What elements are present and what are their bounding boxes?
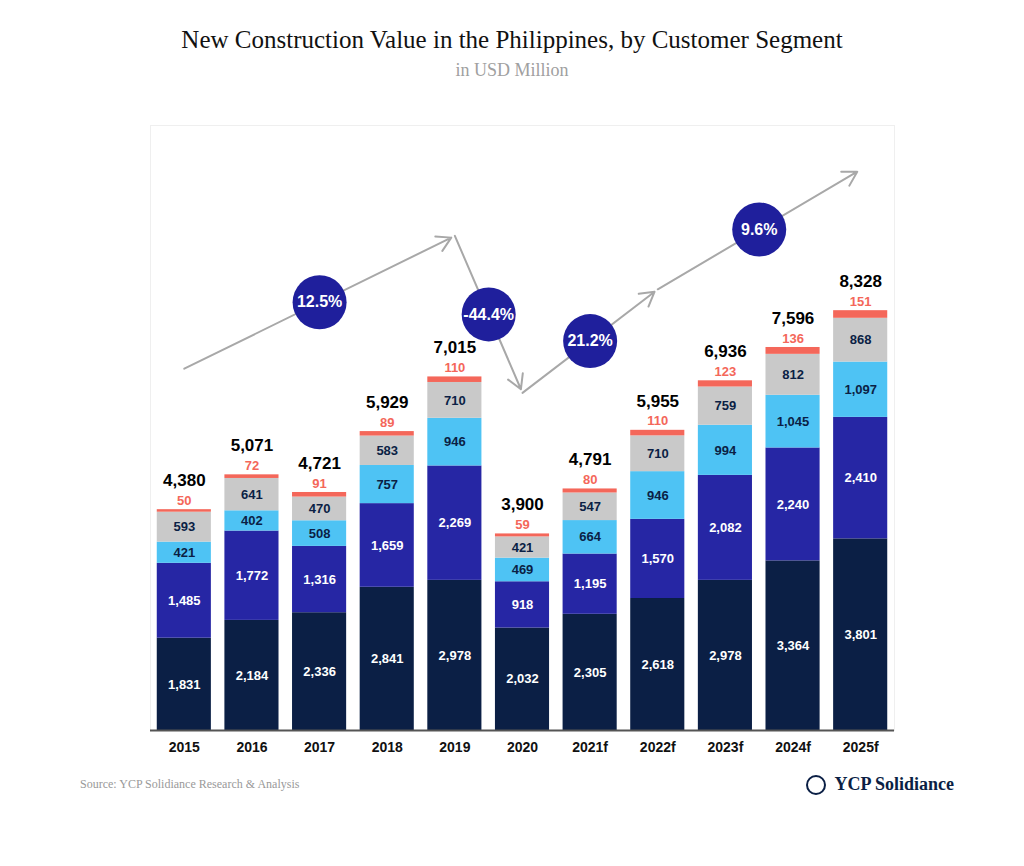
svg-text:710: 710 (444, 393, 466, 408)
svg-text:2,269: 2,269 (439, 515, 472, 530)
svg-text:593: 593 (173, 519, 195, 534)
svg-text:2022f: 2022f (640, 739, 676, 755)
svg-text:5,929: 5,929 (366, 393, 409, 412)
svg-text:3,801: 3,801 (844, 627, 877, 642)
svg-text:2,336: 2,336 (303, 664, 336, 679)
svg-text:151: 151 (850, 294, 872, 309)
svg-text:7,015: 7,015 (434, 338, 477, 357)
svg-text:5,955: 5,955 (636, 392, 679, 411)
svg-text:21.2%: 21.2% (567, 332, 612, 349)
svg-text:2,240: 2,240 (777, 497, 810, 512)
svg-text:2,841: 2,841 (371, 651, 404, 666)
svg-text:1,195: 1,195 (574, 576, 607, 591)
svg-text:2017: 2017 (304, 739, 335, 755)
svg-text:1,659: 1,659 (371, 538, 404, 553)
html-text:YCP Solidiance: YCP Solidiance (834, 774, 954, 794)
svg-text:583: 583 (376, 443, 398, 458)
svg-text:759: 759 (715, 398, 737, 413)
svg-text:72: 72 (245, 458, 259, 473)
svg-text:1,485: 1,485 (168, 593, 201, 608)
svg-text:80: 80 (583, 472, 597, 487)
svg-text:2019: 2019 (439, 739, 470, 755)
svg-text:4,380: 4,380 (163, 471, 206, 490)
svg-text:1,316: 1,316 (303, 572, 336, 587)
svg-text:2,032: 2,032 (506, 671, 539, 686)
svg-text:664: 664 (579, 529, 601, 544)
svg-text:3,900: 3,900 (501, 495, 544, 514)
svg-text:1,831: 1,831 (168, 677, 201, 692)
svg-text:2023f: 2023f (708, 739, 744, 755)
svg-text:2,978: 2,978 (709, 648, 742, 663)
svg-text:641: 641 (241, 487, 263, 502)
svg-text:1,097: 1,097 (844, 382, 877, 397)
svg-text:12.5%: 12.5% (297, 293, 342, 310)
svg-text:710: 710 (647, 446, 669, 461)
svg-text:2016: 2016 (236, 739, 267, 755)
svg-text:7,596: 7,596 (772, 309, 815, 328)
svg-text:918: 918 (512, 597, 534, 612)
svg-text:2,410: 2,410 (844, 470, 877, 485)
svg-text:4,791: 4,791 (569, 450, 612, 469)
svg-text:6,936: 6,936 (704, 342, 747, 361)
svg-text:2025f: 2025f (843, 739, 879, 755)
svg-text:508: 508 (309, 526, 331, 541)
svg-text:2024f: 2024f (775, 739, 811, 755)
svg-text:2,082: 2,082 (709, 520, 742, 535)
svg-text:469: 469 (512, 562, 534, 577)
svg-text:2,978: 2,978 (439, 648, 472, 663)
svg-text:59: 59 (515, 517, 529, 532)
svg-text:402: 402 (241, 513, 263, 528)
svg-text:1,772: 1,772 (236, 568, 269, 583)
svg-text:110: 110 (444, 360, 465, 375)
svg-text:1,570: 1,570 (641, 551, 674, 566)
svg-text:-44.4%: -44.4% (463, 306, 514, 323)
svg-text:946: 946 (444, 434, 466, 449)
svg-text:110: 110 (647, 413, 668, 428)
svg-text:123: 123 (715, 364, 737, 379)
svg-text:2018: 2018 (372, 739, 403, 755)
svg-text:757: 757 (376, 477, 398, 492)
svg-text:812: 812 (782, 367, 804, 382)
svg-text:994: 994 (715, 442, 737, 457)
svg-text:868: 868 (850, 332, 872, 347)
svg-text:3,364: 3,364 (777, 638, 810, 653)
svg-text:2,184: 2,184 (236, 668, 269, 683)
svg-text:91: 91 (312, 476, 326, 491)
svg-text:2,618: 2,618 (641, 657, 674, 672)
svg-text:5,071: 5,071 (231, 436, 274, 455)
html-text:in USD Million: in USD Million (455, 60, 569, 80)
svg-text:470: 470 (309, 501, 331, 516)
svg-text:4,721: 4,721 (298, 454, 341, 473)
svg-text:1,045: 1,045 (777, 414, 810, 429)
svg-text:8,328: 8,328 (839, 272, 882, 291)
html-text:New Construction Value in the: New Construction Value in the Philippine… (181, 26, 843, 53)
svg-text:9.6%: 9.6% (741, 221, 777, 238)
svg-text:946: 946 (647, 488, 669, 503)
svg-text:2020: 2020 (507, 739, 538, 755)
svg-text:50: 50 (177, 493, 191, 508)
svg-text:136: 136 (782, 331, 804, 346)
svg-text:421: 421 (173, 545, 195, 560)
svg-text:547: 547 (579, 499, 601, 514)
html-text:Source: YCP Solidiance Researc: Source: YCP Solidiance Research & Analys… (80, 777, 300, 791)
svg-text:2021f: 2021f (572, 739, 608, 755)
svg-text:89: 89 (380, 415, 394, 430)
svg-text:421: 421 (512, 540, 534, 555)
svg-text:2015: 2015 (169, 739, 200, 755)
svg-text:2,305: 2,305 (574, 665, 607, 680)
